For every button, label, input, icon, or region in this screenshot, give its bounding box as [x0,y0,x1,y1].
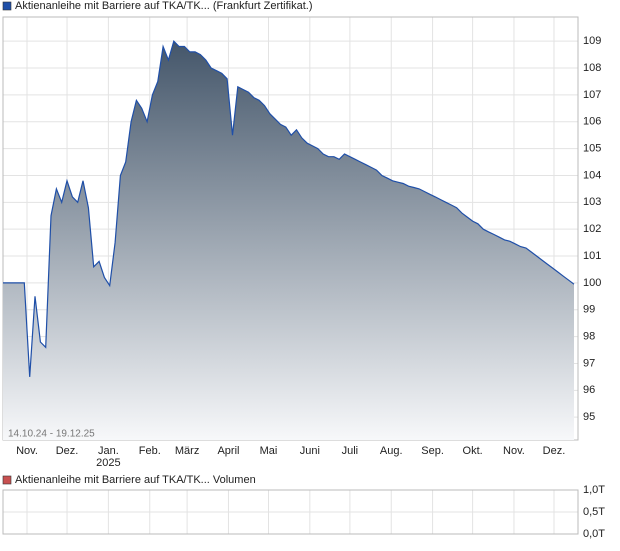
y-tick-label: 107 [583,89,601,101]
x-tick-label: April [217,445,239,457]
x-tick-label: Mai [260,445,278,457]
x-tick-label: Nov. [16,445,38,457]
legend-swatch [2,475,12,485]
y-tick-label: 103 [583,196,601,208]
x-tick-label: Okt. [463,445,483,457]
x-tick-label: Juli [342,445,359,457]
price-line [3,40,575,377]
x-tick-label: März [175,445,199,457]
y-tick-label: 0,0T [583,528,605,540]
y-tick-label: 96 [583,384,595,396]
x-tick-label: Jan. [98,445,119,457]
date-range: 14.10.24 - 19.12.25 [8,429,95,440]
y-tick-label: 97 [583,357,595,369]
plot-frame [2,489,579,535]
x-tick-label: Feb. [139,445,161,457]
y-tick-label: 104 [583,169,601,181]
x-tick-label: Nov. [503,445,525,457]
x-tick-label: Sep. [421,445,444,457]
y-tick-label: 108 [583,62,601,74]
y-tick-label: 100 [583,277,601,289]
x-tick-label: Aug. [380,445,403,457]
legend-swatch [2,1,12,11]
y-tick-label: 1,0T [583,484,605,496]
y-tick-label: 0,5T [583,506,605,518]
y-tick-label: 102 [583,223,601,235]
x-tick-label: Dez. [56,445,79,457]
y-tick-label: 98 [583,331,595,343]
legend-label: Aktienanleihe mit Barriere auf TKA/TK...… [15,474,256,486]
y-tick-label: 101 [583,250,601,262]
y-tick-label: 95 [583,411,595,423]
x-tick-label: Dez. [543,445,566,457]
year-label: 2025 [96,457,120,469]
y-tick-label: 109 [583,35,601,47]
legend-label: Aktienanleihe mit Barriere auf TKA/TK...… [15,0,313,12]
x-tick-label: Juni [300,445,320,457]
area-fill [3,41,574,440]
y-tick-label: 106 [583,116,601,128]
y-tick-label: 99 [583,304,595,316]
y-tick-label: 105 [583,143,601,155]
